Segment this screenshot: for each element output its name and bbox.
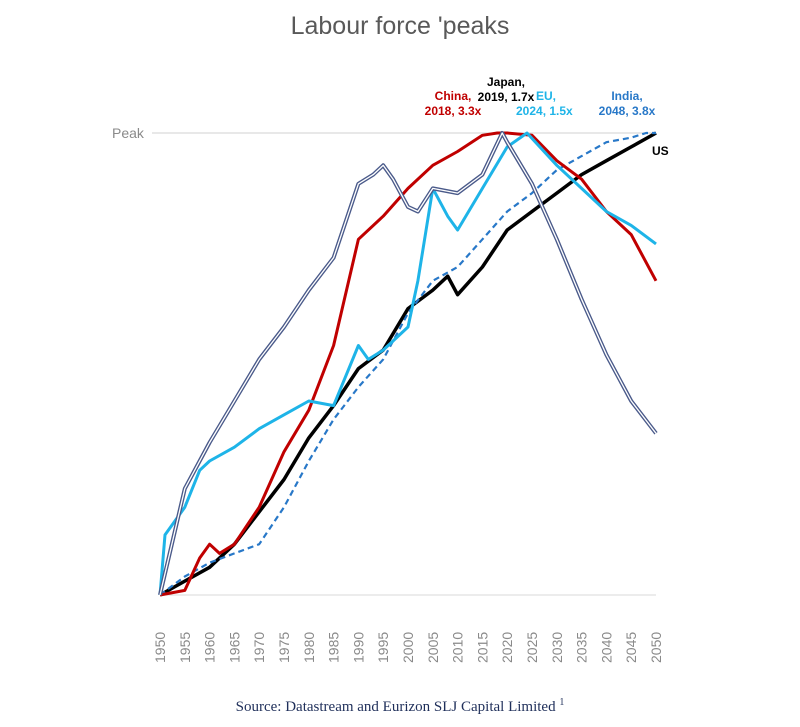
x-tick-label: 2020 bbox=[499, 632, 515, 663]
series-us-line bbox=[159, 131, 657, 597]
annotation-eu: EU, bbox=[536, 89, 556, 103]
x-tick-label: 1980 bbox=[301, 632, 317, 663]
annotation-eu: 2024, 1.5x bbox=[516, 104, 573, 118]
x-tick-label: 1950 bbox=[152, 632, 168, 663]
annotation-china: China, bbox=[435, 89, 472, 103]
series-japan-line-core bbox=[159, 132, 657, 596]
x-tick-label: 2040 bbox=[598, 632, 614, 663]
x-tick-label: 2050 bbox=[648, 632, 664, 663]
x-tick-label: 1985 bbox=[326, 632, 342, 663]
x-tick-label: 2045 bbox=[623, 632, 639, 663]
x-tick-label: 2010 bbox=[450, 632, 466, 663]
series-india-line bbox=[159, 131, 656, 596]
x-tick-label: 2005 bbox=[425, 632, 441, 663]
series-eu-line bbox=[158, 131, 657, 596]
x-tick-label: 1965 bbox=[226, 632, 242, 663]
annotation-us: US bbox=[652, 144, 669, 158]
series-china-line bbox=[159, 131, 658, 597]
peak-label: Peak bbox=[112, 125, 145, 141]
chart-area: Peak 1950 1955 1960 1965 1970 1975 1980 1985 1990… bbox=[112, 75, 669, 663]
x-tick-label: 2025 bbox=[524, 632, 540, 663]
chart-title: Labour force 'peaks bbox=[290, 12, 510, 40]
x-tick-label: 2000 bbox=[400, 632, 416, 663]
x-tick-label: 2035 bbox=[574, 632, 590, 663]
x-tick-label: 1990 bbox=[350, 632, 366, 663]
x-tick-label: 1970 bbox=[251, 632, 267, 663]
source-text: Source: Datastream and Eurizon SLJ Capit… bbox=[235, 699, 556, 715]
series-japan-line bbox=[158, 131, 658, 596]
x-tick-label: 1995 bbox=[375, 632, 391, 663]
annotation-japan: 2019, 1.7x bbox=[478, 90, 535, 104]
x-tick-label: 1955 bbox=[177, 632, 193, 663]
x-tick-label: 1960 bbox=[202, 632, 218, 663]
annotation-japan: Japan, bbox=[487, 75, 525, 89]
footnote-marker: 1 bbox=[559, 697, 565, 708]
x-tick-label: 2030 bbox=[549, 632, 565, 663]
x-tick-label: 1975 bbox=[276, 632, 292, 663]
annotation-india: India, bbox=[611, 89, 642, 103]
x-tick-label: 2015 bbox=[474, 632, 490, 663]
annotation-india: 2048, 3.8x bbox=[599, 104, 656, 118]
annotation-china: 2018, 3.3x bbox=[425, 104, 482, 118]
source-note: Source: Datastream and Eurizon SLJ Capit… bbox=[0, 697, 800, 716]
